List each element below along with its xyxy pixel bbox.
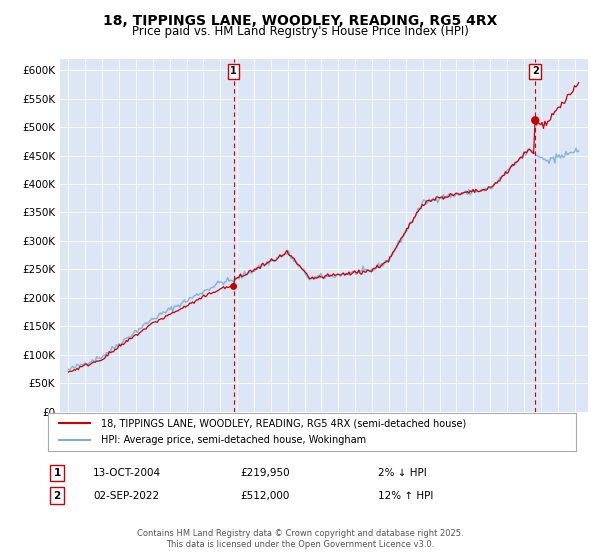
Text: 2% ↓ HPI: 2% ↓ HPI [378, 468, 427, 478]
Point [530, 116, 540, 125]
Text: £512,000: £512,000 [240, 491, 289, 501]
Text: 02-SEP-2022: 02-SEP-2022 [93, 491, 159, 501]
Text: 1: 1 [53, 468, 61, 478]
Text: 12% ↑ HPI: 12% ↑ HPI [378, 491, 433, 501]
Text: 2: 2 [53, 491, 61, 501]
Point [229, 282, 238, 291]
Text: 2: 2 [532, 66, 539, 76]
Text: 18, TIPPINGS LANE, WOODLEY, READING, RG5 4RX: 18, TIPPINGS LANE, WOODLEY, READING, RG5… [103, 14, 497, 28]
Text: 18, TIPPINGS LANE, WOODLEY, READING, RG5 4RX (semi-detached house): 18, TIPPINGS LANE, WOODLEY, READING, RG5… [101, 418, 466, 428]
Text: 13-OCT-2004: 13-OCT-2004 [93, 468, 161, 478]
Text: £219,950: £219,950 [240, 468, 290, 478]
Text: 1: 1 [230, 66, 237, 76]
Text: Contains HM Land Registry data © Crown copyright and database right 2025.
This d: Contains HM Land Registry data © Crown c… [137, 529, 463, 549]
Text: Price paid vs. HM Land Registry's House Price Index (HPI): Price paid vs. HM Land Registry's House … [131, 25, 469, 38]
Text: HPI: Average price, semi-detached house, Wokingham: HPI: Average price, semi-detached house,… [101, 435, 366, 445]
